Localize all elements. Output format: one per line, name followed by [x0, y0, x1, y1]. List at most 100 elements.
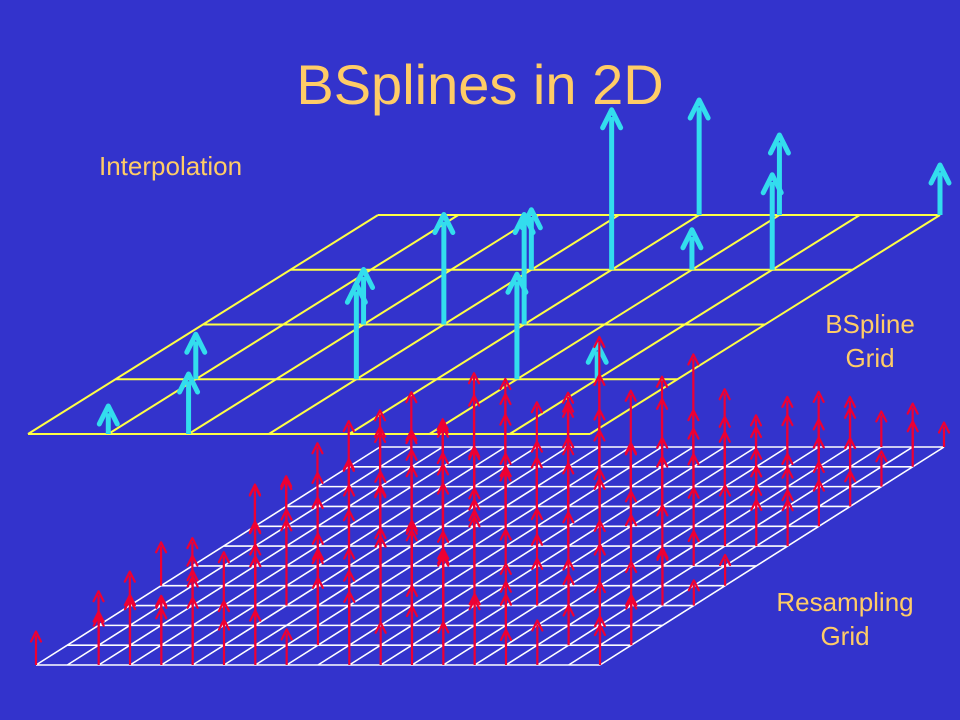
resampling-arrow-head — [593, 477, 606, 490]
resampling-arrow-head — [342, 458, 356, 471]
bspline-grid-label-line1: BSpline — [825, 309, 915, 339]
resampling-arrow-head — [655, 397, 669, 410]
bspline-arrow-head — [585, 341, 609, 365]
resampling-arrow-head — [624, 514, 638, 527]
resampling-arrow-head — [562, 511, 575, 524]
resampling-arrow-head — [781, 466, 794, 479]
resampling-grid-label-line1: Resampling — [776, 587, 914, 617]
resampling-arrow-head — [499, 562, 512, 576]
resampling-arrow-head — [499, 593, 513, 606]
resampling-arrow-head — [812, 436, 825, 449]
resampling-arrows — [29, 335, 951, 665]
resampling-grid-column-line — [129, 446, 475, 666]
resampling-arrow-head — [562, 462, 575, 475]
bspline-arrow-head — [352, 267, 376, 290]
resampling-arrow-head — [875, 450, 888, 463]
bspline-arrow-head — [432, 212, 456, 235]
bspline-arrow-head — [600, 107, 624, 131]
bspline-arrow-head — [519, 207, 543, 231]
resampling-arrow-head — [655, 375, 669, 388]
resampling-grid-column-line — [599, 446, 945, 666]
resampling-arrow-head — [812, 390, 825, 403]
bspline-arrow-head — [680, 227, 704, 251]
resampling-arrow-head — [405, 465, 418, 478]
resampling-arrow-head — [405, 584, 419, 597]
resampling-arrow-head — [155, 596, 168, 610]
resampling-arrow-head — [750, 447, 763, 460]
resampling-arrow-head — [92, 610, 105, 623]
resampling-arrow-head — [186, 537, 199, 550]
resampling-arrow-head — [625, 560, 638, 574]
resampling-arrow-head — [499, 528, 512, 541]
resampling-arrow-head — [593, 429, 606, 442]
resampling-arrow-head — [718, 484, 732, 497]
resampling-arrow-head — [781, 395, 794, 409]
resampling-arrow-head — [749, 425, 763, 439]
resampling-arrow-head — [342, 484, 356, 497]
resampling-arrow-head — [687, 408, 700, 422]
resampling-arrow-head — [499, 452, 512, 465]
bspline-arrow-head — [505, 271, 529, 295]
resampling-arrow-head — [750, 498, 763, 512]
resampling-arrow-head — [468, 487, 481, 500]
resampling-arrow-head — [342, 420, 355, 433]
resampling-arrow-head — [530, 533, 544, 546]
bspline-grid-column-line — [589, 214, 941, 435]
resampling-arrow-head — [781, 489, 794, 502]
resampling-arrow-head — [311, 548, 325, 561]
resampling-grid-column-line — [380, 446, 726, 666]
resampling-arrow-head — [123, 593, 137, 607]
resampling-arrow-head — [562, 558, 575, 571]
resampling-arrow-head — [249, 543, 262, 556]
bspline-grid-column-line — [27, 214, 379, 435]
resampling-arrow-head — [781, 499, 794, 512]
resampling-arrow-head — [875, 410, 888, 423]
resampling-arrow-head — [530, 401, 543, 414]
resampling-arrow-head — [561, 391, 575, 404]
resampling-arrow-head — [405, 429, 418, 442]
resampling-arrow-head — [468, 394, 481, 407]
resampling-arrow-head — [531, 557, 544, 570]
resampling-arrow-head — [562, 436, 575, 449]
resampling-arrow-head — [687, 453, 700, 466]
resampling-arrow-head — [343, 590, 356, 603]
bspline-grid-column-line — [428, 214, 780, 435]
resampling-arrow-head — [436, 421, 449, 434]
resampling-arrow-head — [280, 477, 293, 491]
resampling-arrow-head — [311, 471, 324, 485]
resampling-grid-column-line — [317, 446, 663, 666]
resampling-arrow-head — [248, 483, 262, 496]
bspline-arrow-head — [184, 331, 208, 355]
resampling-arrow-head — [499, 377, 512, 391]
resampling-arrow-head — [687, 353, 700, 366]
bspline-arrows — [96, 97, 952, 434]
resampling-arrow-head — [656, 455, 669, 468]
resampling-arrow-head — [186, 554, 199, 567]
resampling-grid-column-line — [66, 446, 412, 666]
resampling-arrow-head — [468, 445, 481, 458]
resampling-arrow-head — [687, 486, 700, 499]
resampling-arrow-head — [687, 427, 700, 440]
resampling-arrow-head — [656, 546, 669, 559]
resampling-arrow-head — [781, 452, 794, 466]
resampling-arrow-head — [405, 522, 418, 535]
bspline-arrow-head — [96, 403, 120, 427]
resampling-arrow-head — [843, 395, 857, 409]
resampling-arrow-head — [531, 619, 544, 632]
resampling-grid-column-line — [286, 446, 632, 666]
bspline-arrow-head — [177, 371, 201, 395]
resampling-arrow-head — [311, 532, 324, 545]
resampling-arrow-head — [906, 420, 919, 433]
resampling-arrow-head — [499, 392, 512, 406]
resampling-arrow-head — [311, 497, 324, 510]
resampling-arrow-head — [750, 465, 763, 478]
resampling-arrow-head — [625, 593, 638, 607]
resampling-arrow-head — [562, 604, 575, 617]
resampling-arrow-head — [92, 590, 105, 603]
resampling-arrow-head — [374, 430, 387, 444]
resampling-arrow-head — [437, 554, 450, 567]
resampling-arrow-head — [217, 551, 230, 564]
resampling-arrow-head — [280, 475, 293, 488]
resampling-arrow-head — [562, 572, 575, 586]
